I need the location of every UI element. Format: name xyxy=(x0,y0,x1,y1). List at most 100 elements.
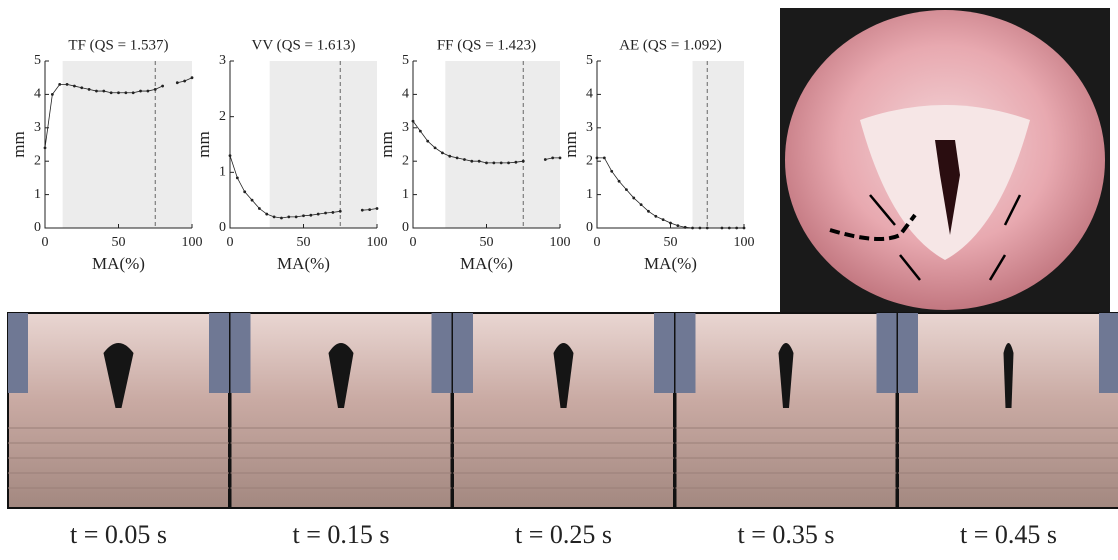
caption: t = 0.35 s xyxy=(737,520,834,549)
mesh-frame: t = 0.25 s xyxy=(452,312,675,549)
caption: t = 0.05 s xyxy=(70,520,167,549)
data-point xyxy=(625,188,628,191)
frame-side xyxy=(209,313,229,393)
y-tick-label: 5 xyxy=(586,53,593,68)
data-point xyxy=(470,159,474,163)
caption: t = 0.25 s xyxy=(515,520,612,549)
mesh-frames: t = 0.05 s t = 0.15 s t = 0.25 s t = 0.35 s… xyxy=(7,312,1118,549)
y-tick-label: 4 xyxy=(402,87,409,102)
data-point xyxy=(368,208,372,212)
data-point xyxy=(65,82,69,86)
x-axis-label: MA(%) xyxy=(277,254,330,273)
y-tick-label: 5 xyxy=(34,53,41,68)
chart-title: VV (QS = 1.613) xyxy=(251,37,355,53)
data-point xyxy=(124,91,128,95)
frame-bg xyxy=(452,312,675,509)
y-tick-label: 4 xyxy=(586,87,593,102)
data-point xyxy=(265,212,269,216)
data-point xyxy=(80,86,84,90)
data-point xyxy=(338,209,342,213)
x-tick-label: 0 xyxy=(42,235,49,250)
data-point xyxy=(73,84,76,88)
x-tick-label: 0 xyxy=(227,235,234,250)
glottis xyxy=(328,343,354,408)
frame-side xyxy=(431,313,452,393)
y-tick-label: 1 xyxy=(586,187,593,202)
y-tick-label: 4 xyxy=(34,87,41,102)
frame-side xyxy=(230,313,251,393)
y-axis-label: mm xyxy=(194,131,213,157)
data-point xyxy=(309,213,313,217)
data-point xyxy=(433,146,437,150)
chart-title: AE (QS = 1.092) xyxy=(619,37,722,53)
y-axis-label: mm xyxy=(561,131,580,157)
frame-bg xyxy=(7,312,230,509)
data-point xyxy=(58,82,62,86)
data-line xyxy=(597,157,744,229)
data-point xyxy=(280,216,283,220)
y-tick-label: 2 xyxy=(219,109,226,124)
data-point xyxy=(698,226,702,230)
data-point xyxy=(683,225,687,229)
data-point xyxy=(602,156,606,160)
frame-side xyxy=(654,313,674,393)
shaded-region xyxy=(62,61,192,228)
shaded-region xyxy=(269,61,377,228)
data-point xyxy=(87,87,91,91)
y-axis-label: mm xyxy=(377,131,396,157)
glottis xyxy=(1003,343,1014,408)
data-point xyxy=(243,190,247,194)
y-tick-label: 3 xyxy=(586,120,593,135)
frame-side xyxy=(675,313,696,393)
x-tick-label: 100 xyxy=(367,235,388,250)
x-tick-label: 50 xyxy=(480,235,494,250)
data-point xyxy=(595,156,599,160)
glottis xyxy=(778,343,794,408)
x-axis-label: MA(%) xyxy=(460,254,513,273)
data-point xyxy=(543,158,547,161)
data-point xyxy=(50,93,54,96)
x-axis-label: MA(%) xyxy=(644,254,697,273)
frame-side xyxy=(453,313,473,393)
caption: t = 0.45 s xyxy=(960,520,1057,549)
chart-title: FF (QS = 1.423) xyxy=(437,37,536,53)
data-point xyxy=(272,215,276,219)
y-tick-label: 1 xyxy=(402,187,409,202)
frame-side xyxy=(898,313,918,393)
x-tick-label: 50 xyxy=(297,235,311,250)
y-tick-label: 0 xyxy=(219,220,226,235)
data-point xyxy=(654,214,658,218)
data-point xyxy=(669,221,672,225)
data-point xyxy=(302,214,305,218)
data-point xyxy=(235,176,239,180)
y-tick-label: 0 xyxy=(586,220,593,235)
mesh-frame: t = 0.05 s xyxy=(7,312,230,549)
data-point xyxy=(316,212,320,216)
chart-title: TF (QS = 1.537) xyxy=(68,37,168,53)
frame-side xyxy=(876,313,897,393)
data-point xyxy=(183,79,187,83)
x-tick-label: 100 xyxy=(182,235,203,250)
x-tick-label: 100 xyxy=(550,235,571,250)
data-point xyxy=(418,129,422,133)
y-tick-label: 3 xyxy=(219,53,226,68)
data-point xyxy=(146,89,150,93)
frame-side xyxy=(8,313,28,393)
y-tick-label: 3 xyxy=(34,120,41,135)
data-point xyxy=(131,91,135,95)
data-point xyxy=(735,226,739,230)
line-chart: VV (QS = 1.613) MA(%) mm 0 1 2 3 0 50 100 xyxy=(194,37,388,272)
y-tick-label: 1 xyxy=(219,165,226,180)
data-point xyxy=(639,203,643,207)
data-point xyxy=(661,218,665,222)
mesh-frame: t = 0.15 s xyxy=(229,312,453,549)
data-point xyxy=(258,207,261,210)
data-point xyxy=(676,224,680,228)
data-point xyxy=(441,151,444,155)
data-point xyxy=(742,226,746,230)
frame-bg xyxy=(897,312,1118,509)
data-point xyxy=(375,207,379,210)
